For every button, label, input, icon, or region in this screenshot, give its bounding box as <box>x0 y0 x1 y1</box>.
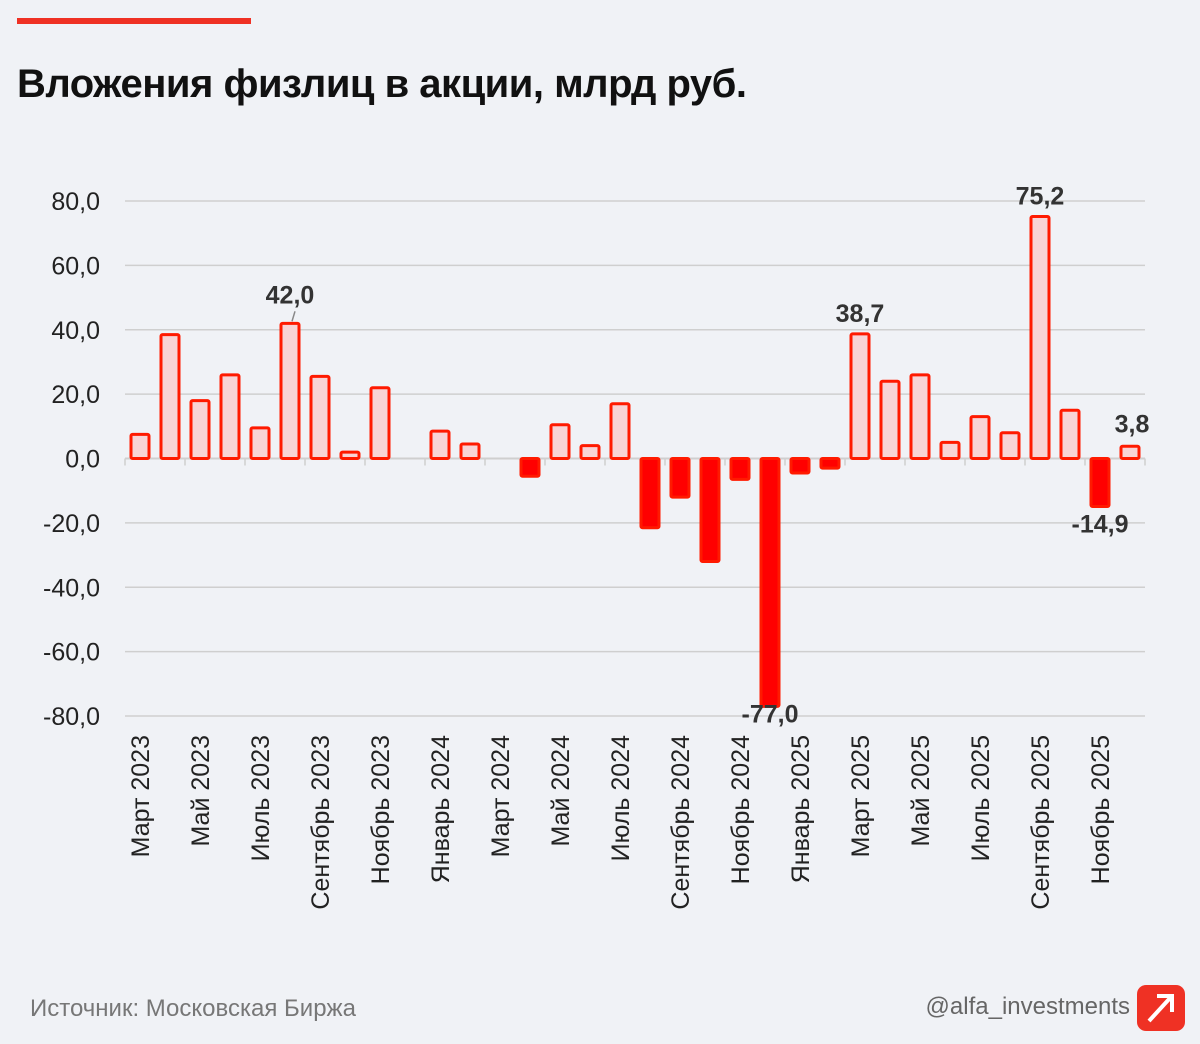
bar-Июнь-2025 <box>939 440 961 460</box>
bar-Август-2024 <box>639 457 661 530</box>
x-tick-label: Сентябрь 2023 <box>307 735 335 910</box>
x-tick-label: Май 2024 <box>547 735 575 847</box>
bar-Июль-2023 <box>249 426 271 460</box>
x-tick-label: Ноябрь 2024 <box>727 735 755 884</box>
bar-Май-2023 <box>189 399 211 460</box>
bar-Сентябрь-2023 <box>309 374 331 460</box>
bar-Апрель-2023 <box>159 333 181 460</box>
bar-Февраль-2025 <box>819 457 841 470</box>
x-tick-label: Январь 2024 <box>427 735 455 883</box>
data-label: 3,8 <box>1115 410 1150 438</box>
bar-Февраль-2024 <box>459 442 481 460</box>
bar-Декабрь-2024 <box>759 457 781 708</box>
y-tick-label: -60,0 <box>43 639 100 667</box>
bar-Октябрь-2025 <box>1059 408 1081 460</box>
bar-Январь-2025 <box>789 457 811 475</box>
data-label: -77,0 <box>742 700 799 728</box>
x-tick-label: Май 2023 <box>187 735 215 847</box>
data-label: 42,0 <box>266 281 315 309</box>
bar-Апрель-2025 <box>879 379 901 460</box>
x-tick-label: Июль 2025 <box>967 735 995 861</box>
accent-bar <box>17 18 251 24</box>
bar-Апрель-2024 <box>519 457 541 478</box>
label-leader <box>291 311 296 322</box>
x-tick-label: Май 2025 <box>907 735 935 847</box>
chart-title: Вложения физлиц в акции, млрд руб. <box>17 62 747 106</box>
bar-Октябрь-2024 <box>699 457 721 563</box>
bar-Август-2025 <box>999 431 1021 460</box>
x-tick-label: Сентябрь 2025 <box>1027 735 1055 910</box>
y-tick-label: -20,0 <box>43 510 100 538</box>
y-tick-label: 60,0 <box>51 252 100 280</box>
x-tick-label: Март 2025 <box>847 735 875 857</box>
x-tick-label: Январь 2025 <box>787 735 815 883</box>
alfa-logo-icon <box>1137 985 1185 1031</box>
y-tick-label: 0,0 <box>65 446 100 474</box>
x-tick-label: Июль 2024 <box>607 735 635 861</box>
bar-Ноябрь-2025 <box>1089 457 1111 508</box>
y-tick-label: -40,0 <box>43 574 100 602</box>
data-label: -14,9 <box>1072 510 1129 538</box>
x-tick-label: Март 2024 <box>487 735 515 857</box>
social-handle: @alfa_investments <box>925 993 1130 1020</box>
y-tick-label: 40,0 <box>51 317 100 345</box>
bar-Июнь-2024 <box>579 444 601 460</box>
bar-Июль-2025 <box>969 415 991 460</box>
data-label: 75,2 <box>1016 182 1065 210</box>
bar-Июнь-2023 <box>219 373 241 460</box>
bar-Июль-2024 <box>609 402 631 460</box>
bar-Декабрь-2025 <box>1119 444 1141 460</box>
bar-Ноябрь-2023 <box>369 386 391 460</box>
data-label: 38,7 <box>836 300 885 328</box>
bar-Ноябрь-2024 <box>729 457 751 481</box>
bar-Март-2023 <box>129 432 151 460</box>
bar-Май-2024 <box>549 423 571 460</box>
bar-Январь-2024 <box>429 429 451 460</box>
y-tick-label: 80,0 <box>51 188 100 216</box>
x-tick-label: Ноябрь 2025 <box>1087 735 1115 884</box>
bar-Март-2025 <box>849 332 871 461</box>
x-tick-label: Сентябрь 2024 <box>667 735 695 910</box>
y-tick-label: -80,0 <box>43 703 100 731</box>
x-tick-label: Июль 2023 <box>247 735 275 861</box>
bar-Август-2023 <box>279 321 301 460</box>
bar-Сентябрь-2025 <box>1029 214 1051 460</box>
bar-Сентябрь-2024 <box>669 457 691 499</box>
bar-Май-2025 <box>909 373 931 460</box>
y-tick-label: 20,0 <box>51 381 100 409</box>
x-tick-label: Март 2023 <box>127 735 155 857</box>
source-note: Источник: Московская Биржа <box>30 995 356 1022</box>
bar-Октябрь-2023 <box>339 450 361 460</box>
x-tick-label: Ноябрь 2023 <box>367 735 395 884</box>
